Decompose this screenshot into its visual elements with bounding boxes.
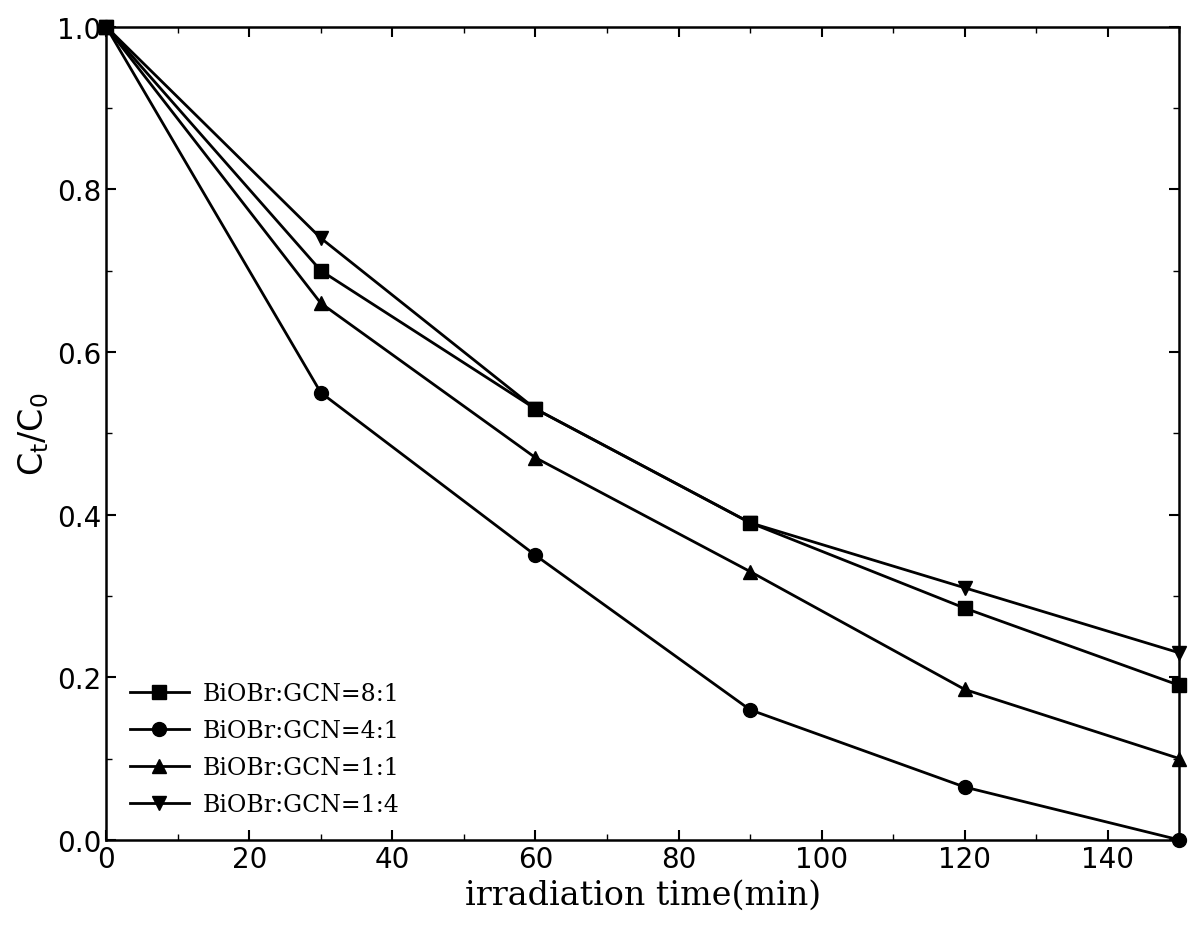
BiOBr:GCN=8:1: [99, 22, 113, 33]
BiOBr:GCN=8:1: [314, 266, 328, 277]
Y-axis label: $\mathrm{C_t/C_0}$: $\mathrm{C_t/C_0}$: [17, 392, 52, 476]
BiOBr:GCN=1:1: [99, 22, 113, 33]
BiOBr:GCN=8:1: [1172, 680, 1186, 692]
BiOBr:GCN=1:4: [958, 582, 972, 593]
BiOBr:GCN=4:1: [528, 550, 543, 561]
BiOBr:GCN=4:1: [743, 705, 758, 716]
BiOBr:GCN=4:1: [958, 781, 972, 793]
BiOBr:GCN=1:1: [314, 298, 328, 310]
Legend: BiOBr:GCN=8:1, BiOBr:GCN=4:1, BiOBr:GCN=1:1, BiOBr:GCN=1:4: BiOBr:GCN=8:1, BiOBr:GCN=4:1, BiOBr:GCN=…: [118, 670, 411, 828]
BiOBr:GCN=1:4: [528, 404, 543, 415]
Line: BiOBr:GCN=8:1: BiOBr:GCN=8:1: [99, 20, 1186, 692]
Line: BiOBr:GCN=4:1: BiOBr:GCN=4:1: [99, 20, 1186, 847]
X-axis label: irradiation time(min): irradiation time(min): [464, 879, 820, 910]
BiOBr:GCN=1:1: [1172, 754, 1186, 765]
BiOBr:GCN=1:4: [1172, 648, 1186, 659]
BiOBr:GCN=1:4: [314, 234, 328, 245]
BiOBr:GCN=1:1: [528, 452, 543, 464]
BiOBr:GCN=1:1: [743, 566, 758, 578]
BiOBr:GCN=1:4: [99, 22, 113, 33]
BiOBr:GCN=8:1: [743, 517, 758, 528]
BiOBr:GCN=4:1: [314, 387, 328, 399]
BiOBr:GCN=4:1: [1172, 834, 1186, 845]
Line: BiOBr:GCN=1:1: BiOBr:GCN=1:1: [99, 20, 1186, 766]
BiOBr:GCN=8:1: [528, 404, 543, 415]
BiOBr:GCN=1:1: [958, 684, 972, 695]
BiOBr:GCN=4:1: [99, 22, 113, 33]
BiOBr:GCN=8:1: [958, 603, 972, 614]
Line: BiOBr:GCN=1:4: BiOBr:GCN=1:4: [99, 20, 1186, 660]
BiOBr:GCN=1:4: [743, 517, 758, 528]
